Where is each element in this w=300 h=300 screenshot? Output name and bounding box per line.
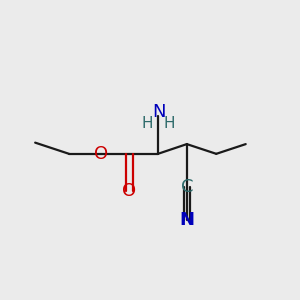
Text: O: O [94,145,109,163]
Text: H: H [164,116,176,131]
Text: C: C [182,178,194,196]
Text: O: O [122,182,136,200]
Text: N: N [179,211,194,229]
Text: N: N [153,103,166,121]
Text: H: H [142,116,153,131]
